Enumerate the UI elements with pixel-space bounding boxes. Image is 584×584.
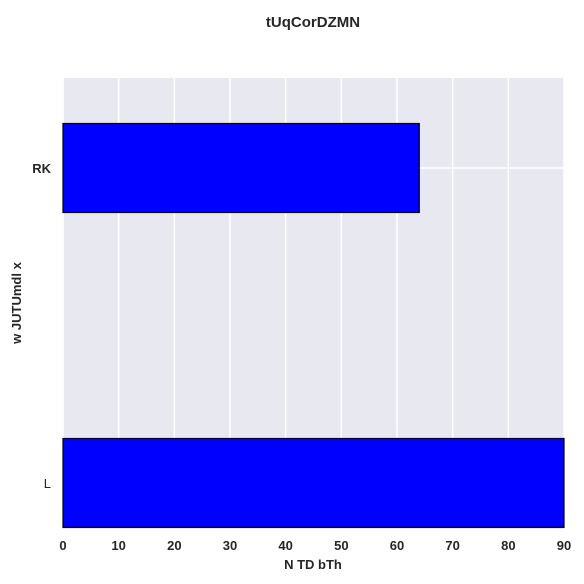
- x-tick-label: 10: [111, 538, 125, 553]
- y-tick-labels: L RK: [32, 161, 51, 491]
- y-tick-label: RK: [32, 161, 51, 176]
- x-tick-label: 20: [167, 538, 181, 553]
- x-tick-label: 0: [59, 538, 66, 553]
- x-tick-labels: 0 10 20 30 40 50 60 70 80 90: [59, 538, 571, 553]
- y-tick-label: L: [44, 476, 51, 491]
- chart-title: tUqCorDZMN: [266, 14, 360, 31]
- x-tick-label: 50: [334, 538, 348, 553]
- bar-rk: [62, 122, 420, 214]
- x-tick-label: 70: [445, 538, 459, 553]
- x-tick-label: 30: [223, 538, 237, 553]
- bars: [62, 122, 565, 529]
- x-tick-label: 80: [501, 538, 515, 553]
- x-tick-label: 60: [390, 538, 404, 553]
- bar-l: [62, 437, 565, 529]
- x-tick-label: 90: [557, 538, 571, 553]
- x-axis-label: N TD bTh: [284, 557, 342, 572]
- y-axis-label: w JUTUmdl x: [9, 261, 24, 344]
- x-tick-label: 40: [278, 538, 292, 553]
